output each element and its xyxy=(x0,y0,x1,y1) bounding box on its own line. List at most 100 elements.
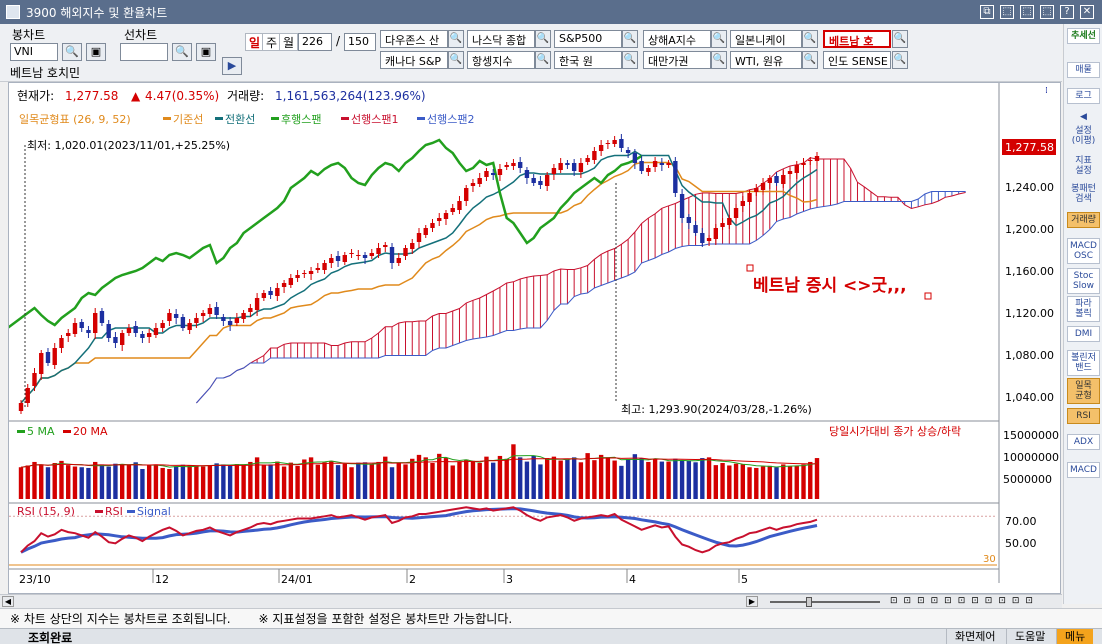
horizontal-scrollbar[interactable]: ◀ ▶ ⊡⊡⊡⊡⊡⊡⊡⊡⊡⊡⊡ xyxy=(0,594,1062,608)
price-label: 현재가: xyxy=(17,89,54,103)
task-btn-3[interactable]: 메뉴 xyxy=(1056,629,1094,644)
search-icon[interactable]: 🔍 xyxy=(892,51,908,69)
futures-symbol-input[interactable] xyxy=(120,43,168,61)
rb-collapse-icon[interactable]: ◀ xyxy=(1080,112,1087,122)
scroll-right-icon[interactable]: ▶ xyxy=(746,596,758,607)
rb-bollinger[interactable]: 볼린저 밴드 xyxy=(1067,350,1100,376)
search-icon[interactable]: 🔍 xyxy=(448,30,464,48)
index-nikkei-button[interactable]: 일본니케이 xyxy=(730,30,802,48)
task-btn-1[interactable]: 화면제어 xyxy=(946,629,1003,644)
close-button[interactable]: ✕ xyxy=(1080,5,1094,19)
search-icon[interactable]: 🔍 xyxy=(892,30,908,48)
volume-bar xyxy=(450,465,455,499)
futures-search-button[interactable]: 🔍 xyxy=(172,43,192,61)
candle-body xyxy=(275,288,280,296)
period-monthly[interactable]: 월 xyxy=(279,33,299,51)
volume-bar xyxy=(329,460,334,499)
chart-tool-icons[interactable]: ⊡⊡⊡⊡⊡⊡⊡⊡⊡⊡⊡ xyxy=(890,596,1039,606)
search-icon[interactable]: 🔍 xyxy=(802,51,818,69)
rb-trend-line[interactable]: 추세선 xyxy=(1067,28,1100,44)
index-wti-button[interactable]: WTI, 원유 xyxy=(730,51,802,69)
link-icon[interactable]: ⧉ xyxy=(980,5,994,19)
volume-bar xyxy=(787,466,793,499)
task-btn-2[interactable]: 도움말 xyxy=(1006,629,1053,644)
candle-body xyxy=(673,161,678,193)
index-sp500-button[interactable]: S&P500 xyxy=(554,30,622,48)
search-icon[interactable]: 🔍 xyxy=(622,51,638,69)
rb-log[interactable]: 로그 xyxy=(1067,88,1100,104)
candle-body xyxy=(538,181,543,185)
candle-search-button[interactable]: 🔍 xyxy=(62,43,82,61)
price-tick: 1,240.00 xyxy=(1005,181,1054,194)
search-icon[interactable]: 🔍 xyxy=(535,30,551,48)
chart-area[interactable]: 현재가: 1,277.58 ▲ 4.47(0.35%) 거래량: 1,161,5… xyxy=(0,82,1062,595)
copy-icon[interactable]: ⬚ xyxy=(1000,5,1014,19)
volume-bar xyxy=(113,463,118,499)
user-note[interactable]: 베트남 증시 <>굿,,, xyxy=(753,276,907,296)
volume-bar xyxy=(639,458,644,499)
index-dow-button[interactable]: 다우존스 산 xyxy=(380,30,448,48)
volume-bar xyxy=(524,461,530,499)
volume-bar xyxy=(598,454,604,499)
search-icon[interactable]: 🔍 xyxy=(622,30,638,48)
search-icon[interactable]: 🔍 xyxy=(535,51,551,69)
volume-bar xyxy=(679,460,685,499)
candle-symbol-input[interactable]: VNI xyxy=(10,43,58,61)
futures-save-button[interactable]: ▣ xyxy=(196,43,216,61)
count-input[interactable]: 226 xyxy=(298,33,332,51)
count-total-input[interactable]: 150 xyxy=(344,33,376,51)
price-tick: 1,080.00 xyxy=(1005,349,1054,362)
rb-rsi[interactable]: RSI xyxy=(1067,408,1100,424)
candle-save-button[interactable]: ▣ xyxy=(86,43,106,61)
rb-settings-move[interactable]: 설정 (이평) xyxy=(1071,126,1096,146)
index-vietnam-button[interactable]: 베트남 호 xyxy=(823,30,891,48)
candle-body xyxy=(700,233,705,243)
candle-body xyxy=(598,145,604,151)
volume-bar xyxy=(747,467,752,499)
index-canada-button[interactable]: 캐나다 S&P xyxy=(380,51,448,69)
index-india-button[interactable]: 인도 SENSE xyxy=(823,51,891,69)
minimize-button[interactable]: ⬚ xyxy=(1020,5,1034,19)
chart-svg[interactable]: 현재가: 1,277.58 ▲ 4.47(0.35%) 거래량: 1,161,5… xyxy=(0,83,1062,595)
search-icon[interactable]: 🔍 xyxy=(448,51,464,69)
rb-ichimoku[interactable]: 일목 균형 xyxy=(1067,378,1100,404)
expand-arrow-button[interactable]: ▶ xyxy=(222,57,242,75)
index-taiwan-button[interactable]: 대만가권 xyxy=(643,51,711,69)
candle-body xyxy=(79,322,84,328)
help-button[interactable]: ? xyxy=(1060,5,1074,19)
rb-trade[interactable]: 매물 xyxy=(1067,62,1100,78)
rb-adx[interactable]: ADX xyxy=(1067,434,1100,450)
rb-indicator-settings[interactable]: 지표 설정 xyxy=(1075,156,1092,176)
vol-ma20-label: 20 MA xyxy=(73,425,108,438)
rb-pattern-search[interactable]: 봉패턴 검색 xyxy=(1071,184,1096,204)
conversion-line xyxy=(20,150,818,404)
search-icon[interactable]: 🔍 xyxy=(711,51,727,69)
rb-stoch-slow[interactable]: Stoc Slow xyxy=(1067,268,1100,294)
index-krw-button[interactable]: 한국 원 xyxy=(554,51,622,69)
chart-menu-icon[interactable]: ⁞ xyxy=(1045,86,1048,96)
zoom-slider[interactable] xyxy=(770,601,880,603)
index-hangseng-button[interactable]: 항셍지수 xyxy=(467,51,535,69)
scroll-left-icon[interactable]: ◀ xyxy=(2,596,14,607)
rb-parabolic[interactable]: 파라 볼릭 xyxy=(1067,296,1100,322)
candle-body xyxy=(437,218,442,221)
rsi-tick: 70.00 xyxy=(1005,515,1037,528)
index-nasdaq-button[interactable]: 나스닥 종합 xyxy=(467,30,535,48)
rb-volume[interactable]: 거래량 xyxy=(1067,212,1100,228)
maximize-button[interactable]: ⬚ xyxy=(1040,5,1054,19)
volume-bar xyxy=(342,463,347,499)
zoom-slider-thumb[interactable] xyxy=(806,597,812,607)
rsi-line xyxy=(20,506,818,554)
search-icon[interactable]: 🔍 xyxy=(802,30,818,48)
candle-body xyxy=(140,334,145,338)
volume-bar xyxy=(511,444,516,499)
candle-body xyxy=(356,255,361,256)
rb-macd-osc[interactable]: MACD OSC xyxy=(1067,238,1100,264)
rb-dmi[interactable]: DMI xyxy=(1067,326,1100,342)
volume-bar xyxy=(538,464,543,499)
leading-span1-line xyxy=(196,157,966,404)
volume-bar xyxy=(173,466,179,499)
rb-macd[interactable]: MACD xyxy=(1067,462,1100,478)
search-icon[interactable]: 🔍 xyxy=(711,30,727,48)
index-shanghai-button[interactable]: 상해A지수 xyxy=(643,30,711,48)
